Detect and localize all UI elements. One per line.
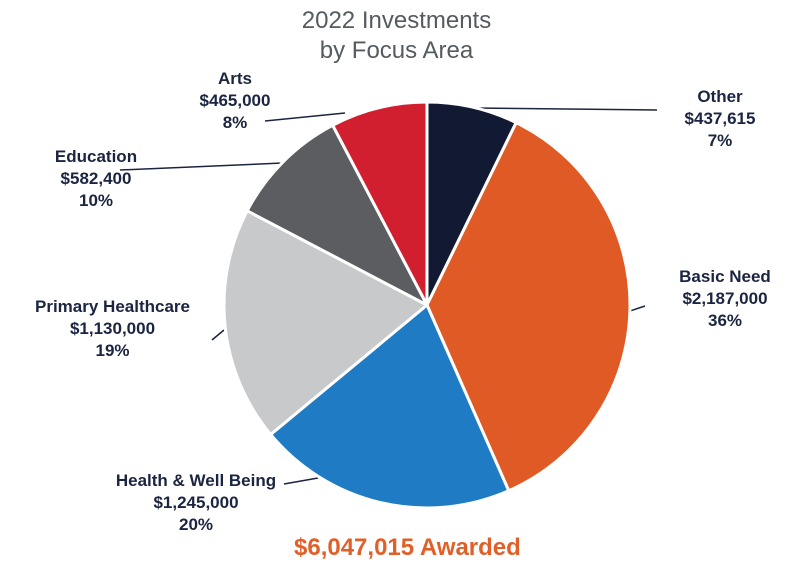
slice-label-education: Education $582,400 10% (36, 146, 156, 212)
slice-label-primary-healthcare-amount: $1,130,000 (69, 319, 156, 338)
total-awarded: $6,047,015 Awarded (294, 534, 521, 561)
pie-slice-primary-healthcare (222, 209, 429, 436)
slice-label-other-percent: 7% (707, 131, 733, 150)
slice-label-other-amount: $437,615 (684, 109, 756, 128)
slice-label-basic-need-percent: 36% (707, 311, 743, 330)
slice-label-primary-healthcare-percent: 19% (95, 341, 130, 360)
slice-label-other-name: Other (697, 87, 743, 106)
slice-label-arts-amount: $465,000 (199, 91, 271, 110)
slice-label-primary-healthcare: Primary Healthcare $1,130,000 19% (10, 296, 215, 362)
slice-label-education-name: Education (54, 147, 138, 166)
pie-slice-education (245, 123, 429, 307)
slice-label-education-amount: $582,400 (60, 169, 132, 188)
slice-label-health-well-being-name: Health & Well Being (115, 471, 277, 490)
slice-label-basic-need: Basic Need $2,187,000 36% (655, 266, 793, 332)
chart-title-line2: by Focus Area (319, 37, 474, 64)
slice-label-arts-percent: 8% (222, 113, 248, 132)
pie-slice-arts (331, 100, 429, 307)
chart-title-line1: 2022 Investments (301, 7, 492, 34)
leader-line-arts (264, 112, 346, 122)
slice-label-arts-name: Arts (217, 69, 252, 88)
pie-slice-health-well-being (269, 303, 511, 510)
leader-line-other (471, 107, 658, 111)
slice-label-health-well-being-percent: 20% (178, 515, 214, 534)
pie-slice-basic-need (425, 121, 632, 493)
slice-label-health-well-being-amount: $1,245,000 (153, 493, 239, 512)
slice-label-health-well-being: Health & Well Being $1,245,000 20% (86, 470, 306, 536)
slice-label-education-percent: 10% (78, 191, 114, 210)
slice-label-arts: Arts $465,000 8% (180, 68, 290, 134)
slice-label-primary-healthcare-name: Primary Healthcare (35, 297, 190, 316)
slice-label-other: Other $437,615 7% (665, 86, 775, 152)
slice-label-basic-need-amount: $2,187,000 (682, 289, 768, 308)
leader-line-health-well-being (283, 477, 319, 485)
slice-label-basic-need-name: Basic Need (679, 267, 771, 286)
leader-line-education (119, 162, 284, 171)
leader-line-primary-healthcare (211, 329, 225, 341)
